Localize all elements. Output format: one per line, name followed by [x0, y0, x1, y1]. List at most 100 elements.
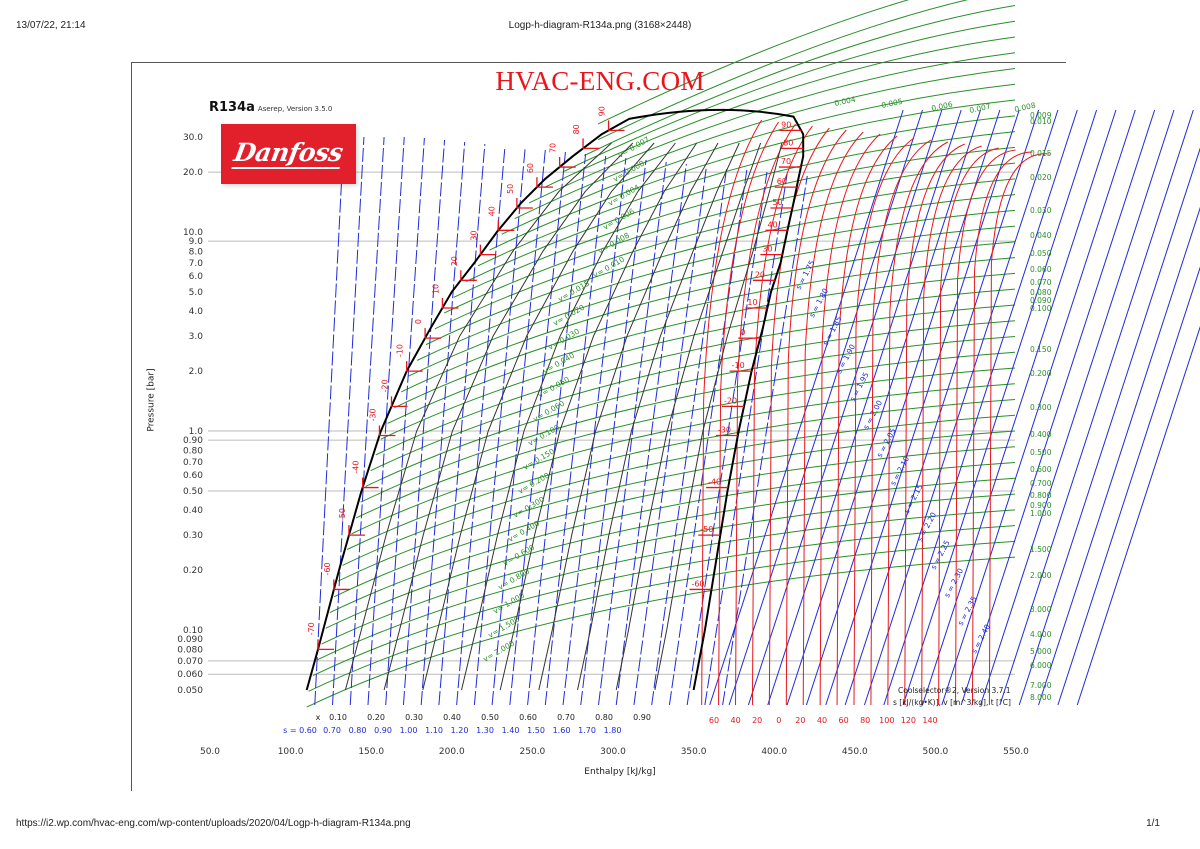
isentrope-vapor [883, 109, 1078, 706]
y-tick-label: 0.070 [177, 657, 203, 667]
isentrope [385, 137, 425, 706]
volume-label-right: 4.000 [1030, 630, 1052, 639]
isentrope [420, 141, 466, 706]
isotherm [921, 145, 982, 706]
quality-label: 0.80 [595, 713, 613, 722]
volume-label-right: 0.050 [1030, 249, 1052, 258]
y-tick-label: 3.0 [189, 332, 204, 342]
isotherm [785, 129, 847, 706]
saturation-curve [305, 108, 805, 691]
quality-line [615, 142, 762, 691]
vapor-temp-label: 0 [740, 328, 745, 337]
y-tick-label: 0.060 [177, 670, 203, 680]
isochore [337, 430, 1016, 582]
entropy-bottom-label: 1.40 [502, 726, 520, 735]
print-title: Logp-h-diagram-R134a.png (3168×2448) [508, 20, 692, 31]
refrigerant-title: R134a Aserep, Version 3.5.0 [209, 100, 332, 115]
x-tick-label: 400.0 [761, 747, 787, 757]
isentrope-vapor [1038, 206, 1200, 706]
isentrope-vapor [980, 109, 1175, 706]
y-tick-label: 0.050 [177, 686, 203, 696]
volume-label-right: 0.100 [1030, 304, 1052, 313]
software-version: Aserep, Version 3.5.0 [257, 105, 333, 113]
credit-line: Coolselector®2, Version 3.7.1 [898, 686, 1011, 695]
quality-line [461, 142, 676, 691]
isotherm [751, 125, 813, 706]
quality-label: x [316, 713, 321, 722]
y-tick-label: 0.80 [183, 446, 203, 456]
volume-label-right: 0.080 [1030, 288, 1052, 297]
isentrope [456, 145, 506, 706]
site-title: HVAC-ENG.COM [495, 66, 705, 96]
volume-label-right: 0.010 [1030, 117, 1052, 126]
entropy-bottom-label: 1.70 [578, 726, 596, 735]
x-tick-label: 50.0 [200, 747, 220, 757]
isentrope [402, 139, 446, 706]
danfoss-logo: Danfoss [221, 124, 356, 184]
temp-bottom-label: 0 [776, 716, 781, 725]
isochore [355, 367, 1016, 519]
isotherm [870, 139, 932, 706]
isochore [489, 99, 1016, 251]
vapor-temp-label: 80 [783, 138, 793, 147]
y-tick-label: 6.0 [189, 272, 204, 282]
quality-lines [344, 142, 783, 691]
vapor-temp-label: -10 [732, 361, 745, 370]
quality-label: 0.20 [367, 713, 385, 722]
isentrope [332, 137, 365, 706]
isochore [501, 83, 1016, 235]
print-date: 13/07/22, 21:14 [16, 20, 86, 31]
isochore [346, 399, 1016, 550]
vapor-temp-label: 30 [762, 245, 772, 254]
isochore [597, 0, 969, 141]
isentrope [597, 161, 667, 706]
isochore [360, 351, 1016, 503]
volume-label: v= 0.020 [552, 303, 587, 328]
isotherm [853, 137, 915, 706]
saturation-dome [305, 108, 805, 691]
isentrope-lines [314, 109, 1200, 706]
quality-line [344, 142, 612, 691]
volume-label-right: 5.000 [1030, 647, 1052, 656]
quality-line [538, 142, 719, 691]
volume-label: v= 0.006 [602, 207, 637, 232]
y-tick-label: 0.60 [183, 471, 203, 481]
refrigerant-name: R134a [209, 100, 255, 115]
isentrope [491, 149, 546, 706]
temp-bottom-label: 120 [901, 716, 916, 725]
isentrope [722, 175, 808, 706]
temp-bottom-label: 140 [922, 716, 937, 725]
isochore [321, 493, 1016, 645]
vapor-temp-label: 70 [781, 157, 791, 166]
entropy-label: s = 2.35 [956, 595, 979, 627]
quality-line [577, 142, 740, 691]
isochore [584, 5, 1016, 156]
vapor-temp-label: -40 [708, 478, 721, 487]
y-tick-label: 9.0 [189, 237, 204, 247]
temp-bottom-label: 60 [839, 716, 849, 725]
volume-label-right: 0.015 [1030, 149, 1052, 158]
isochore [477, 115, 1016, 267]
quality-label: 0.10 [329, 713, 347, 722]
volume-label: v= 0.030 [547, 327, 582, 352]
volume-label-right: 0.700 [1030, 479, 1052, 488]
volume-label-right: 0.150 [1030, 345, 1052, 354]
volume-label-right: 6.000 [1030, 661, 1052, 670]
vapor-temp-label: 10 [747, 298, 757, 307]
isentrope-vapor [960, 109, 1156, 706]
vapor-temp-label: -20 [724, 396, 737, 405]
volume-label: v= 0.600 [502, 543, 537, 568]
isotherm [955, 149, 1016, 706]
vapor-temp-label: -30 [718, 425, 731, 434]
volume-label-right: 0.800 [1030, 491, 1052, 500]
vapor-temp-label: 50 [772, 198, 782, 207]
isentrope [562, 157, 627, 706]
x-tick-label: 550.0 [1003, 747, 1029, 757]
isentrope [509, 151, 566, 706]
y-tick-label: 0.10 [183, 626, 203, 636]
isentrope-vapor [747, 109, 943, 706]
isentrope [686, 171, 768, 706]
volume-label-right: 0.900 [1030, 501, 1052, 510]
isentrope-vapor [844, 109, 1040, 706]
entropy-bottom-label: 0.90 [374, 726, 392, 735]
